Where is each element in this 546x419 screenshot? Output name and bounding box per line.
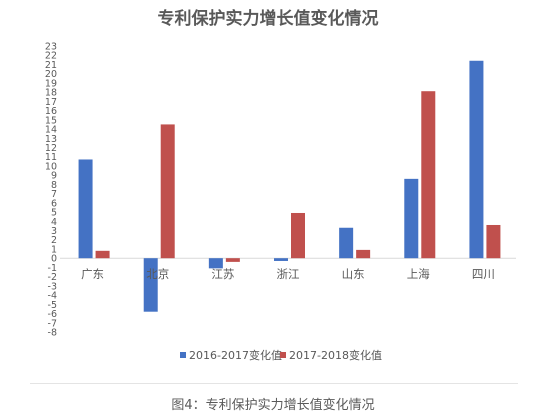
y-tick-label: 13: [45, 134, 57, 145]
y-tick-label: 2: [51, 235, 57, 246]
y-tick-label: 9: [51, 171, 57, 182]
y-tick-label: 11: [45, 152, 57, 163]
bar-2017-2018-5: [421, 91, 436, 259]
category-label: 上海: [407, 267, 430, 281]
bar-2016-2017-1: [143, 258, 158, 312]
y-tick-label: 1: [51, 244, 57, 255]
y-tick-label: 3: [51, 226, 57, 237]
y-tick-label: 21: [45, 60, 57, 71]
y-tick-label: -2: [48, 272, 57, 283]
bar-2016-2017-5: [404, 178, 419, 259]
category-label: 北京: [146, 267, 169, 281]
y-tick-label: -1: [48, 263, 57, 274]
legend-label: 2016-2017变化值: [189, 348, 282, 362]
y-tick-label: 16: [45, 106, 57, 117]
y-tick-label: 10: [45, 161, 57, 172]
x-axis: 广东 北京 江苏 浙江 山东 上海 四川: [81, 267, 495, 281]
bar-2017-2018-0: [95, 250, 110, 259]
category-label: 浙江: [277, 267, 300, 281]
figure-caption: 图4：专利保护实力增长值变化情况: [171, 398, 375, 413]
y-tick-label: 14: [45, 125, 57, 136]
y-tick-label: 12: [45, 143, 57, 154]
y-tick-label: 18: [45, 88, 57, 99]
y-tick-label: 17: [45, 97, 57, 108]
y-tick-label: -5: [48, 300, 57, 311]
bar-2017-2018-1: [160, 124, 175, 259]
legend-swatch: [280, 352, 286, 358]
y-tick-label: -6: [48, 309, 57, 320]
legend-label: 2017-2018变化值: [289, 348, 382, 362]
y-axis: 23222120191817161514131211109876543210-1…: [45, 42, 57, 339]
bar-2016-2017-6: [469, 60, 484, 259]
chart-frame: 专利保护实力增长值变化情况 23 22 21 20 19 18 17 16 15 14 13 12 11…: [30, 0, 518, 384]
bar-chart: 专利保护实力增长值变化情况 23222120191817161514131211…: [45, 8, 516, 362]
category-label: 四川: [472, 267, 495, 281]
bar-2017-2018-6: [486, 224, 501, 259]
y-tick-label: -8: [48, 328, 57, 339]
bar-2016-2017-3: [274, 258, 288, 261]
bar-2016-2017-0: [78, 159, 93, 259]
y-tick-label: -3: [48, 281, 57, 292]
bar-2016-2017-2: [208, 258, 223, 269]
bars: [78, 60, 501, 312]
category-label: 广东: [81, 267, 104, 281]
y-tick-label: 22: [45, 51, 57, 62]
category-label: 江苏: [211, 267, 234, 281]
bar-2017-2018-2: [225, 258, 240, 262]
bar-2016-2017-4: [339, 227, 354, 259]
legend: 2016-2017变化值 2017-2018变化值: [180, 348, 382, 362]
y-tick-label: -4: [48, 291, 57, 302]
y-tick-label: 8: [51, 180, 57, 191]
y-tick-label: 20: [45, 69, 57, 80]
y-tick-label: 23: [45, 42, 57, 53]
category-label: 山东: [342, 267, 365, 281]
y-tick-label: 7: [51, 189, 57, 200]
chart-title: 专利保护实力增长值变化情况: [158, 8, 379, 29]
bar-2017-2018-4: [356, 249, 371, 259]
y-tick-label: 19: [45, 78, 57, 89]
y-tick-label: 5: [51, 208, 57, 219]
y-tick-label: 0: [51, 254, 57, 265]
y-tick-label: 15: [45, 115, 57, 126]
y-tick-label: 4: [51, 217, 57, 228]
legend-swatch: [180, 352, 186, 358]
y-tick-label: -7: [48, 318, 57, 329]
bar-2017-2018-3: [291, 212, 305, 259]
y-tick-label: 6: [51, 198, 57, 209]
